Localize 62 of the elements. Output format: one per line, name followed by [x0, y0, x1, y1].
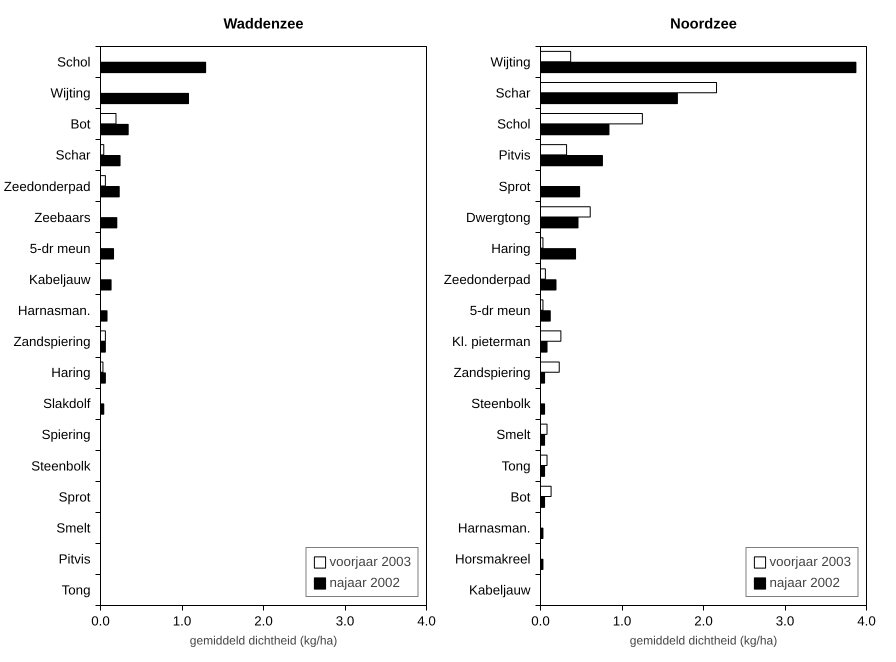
- y-tick-label: Steenbolk: [31, 458, 91, 474]
- y-tick-label: Harnasman.: [18, 302, 91, 318]
- y-tick-label: Sprot: [498, 178, 531, 194]
- y-tick-label: Smelt: [56, 520, 91, 536]
- y-tick-label: Harnasman.: [458, 520, 531, 536]
- y-tick-label: Wijting: [490, 54, 531, 70]
- y-tick-label: Zeebaars: [34, 210, 91, 225]
- y-tick-label: Schar: [56, 148, 92, 163]
- y-tick-label: Spiering: [42, 427, 91, 442]
- chart-title: Noordzee: [670, 16, 737, 32]
- y-tick-label: Tong: [62, 582, 91, 598]
- bar: [100, 248, 114, 260]
- y-tick-label: Zandspiering: [453, 365, 531, 380]
- x-tick-label: 1.0: [612, 614, 632, 628]
- y-tick-label: Kabeljauw: [469, 582, 531, 598]
- legend-label: voorjaar 2003: [769, 554, 851, 569]
- y-tick-label: Schol: [497, 116, 531, 132]
- x-axis-title: gemiddeld dichtheid (kg/ha): [630, 634, 778, 648]
- bar: [100, 62, 206, 74]
- y-tick-label: Haring: [51, 365, 91, 380]
- legend-label: voorjaar 2003: [329, 554, 411, 569]
- bar: [100, 310, 108, 322]
- y-tick-label: Pitvis: [58, 551, 91, 566]
- x-tick-label: 0.0: [91, 614, 110, 628]
- x-tick-label: 3.0: [776, 614, 794, 628]
- y-tick-label: Dwergtong: [466, 210, 531, 225]
- y-tick-label: Sprot: [58, 489, 91, 504]
- y-tick-label: Steenbolk: [471, 396, 531, 412]
- y-tick-label: 5-dr meun: [470, 302, 531, 318]
- bar: [100, 217, 118, 228]
- legend-label: najaar 2002: [769, 575, 840, 590]
- x-tick-label: 2.0: [254, 614, 273, 628]
- y-tick-label: Horsmakreel: [454, 551, 531, 566]
- x-tick-label: 0.0: [531, 614, 550, 628]
- y-tick-label: Wijting: [50, 86, 91, 101]
- y-tick-label: 5-dr meun: [30, 240, 91, 256]
- x-tick-label: 4.0: [417, 614, 436, 628]
- y-tick-label: Haring: [491, 240, 531, 256]
- y-tick-label: Bot: [510, 489, 531, 504]
- y-tick-label: Kabeljauw: [29, 272, 91, 287]
- y-tick-label: Pitvis: [498, 148, 531, 163]
- y-tick-label: Smelt: [496, 427, 531, 442]
- y-tick-label: Tong: [502, 458, 531, 474]
- y-tick-label: Zandspiering: [13, 334, 91, 350]
- y-tick-label: Schar: [496, 86, 532, 101]
- x-tick-label: 1.0: [172, 614, 192, 628]
- x-tick-label: 4.0: [857, 614, 876, 628]
- legend-label: najaar 2002: [329, 575, 400, 590]
- y-tick-label: Zeedonderpad: [4, 178, 91, 194]
- bar: [100, 403, 104, 415]
- x-tick-label: 2.0: [694, 614, 713, 628]
- bar: [540, 186, 580, 198]
- x-tick-label: 3.0: [336, 614, 354, 628]
- y-tick-label: Bot: [70, 116, 91, 132]
- x-axis-title: gemiddeld dichtheid (kg/ha): [190, 634, 338, 648]
- bar: [100, 279, 112, 291]
- chart-title: Waddenzee: [223, 16, 304, 32]
- y-tick-label: Zeedonderpad: [444, 272, 531, 287]
- y-tick-label: Slakdolf: [43, 396, 91, 412]
- y-tick-label: Kl. pieterman: [452, 334, 531, 350]
- y-tick-label: Schol: [57, 54, 91, 70]
- bar: [100, 92, 190, 104]
